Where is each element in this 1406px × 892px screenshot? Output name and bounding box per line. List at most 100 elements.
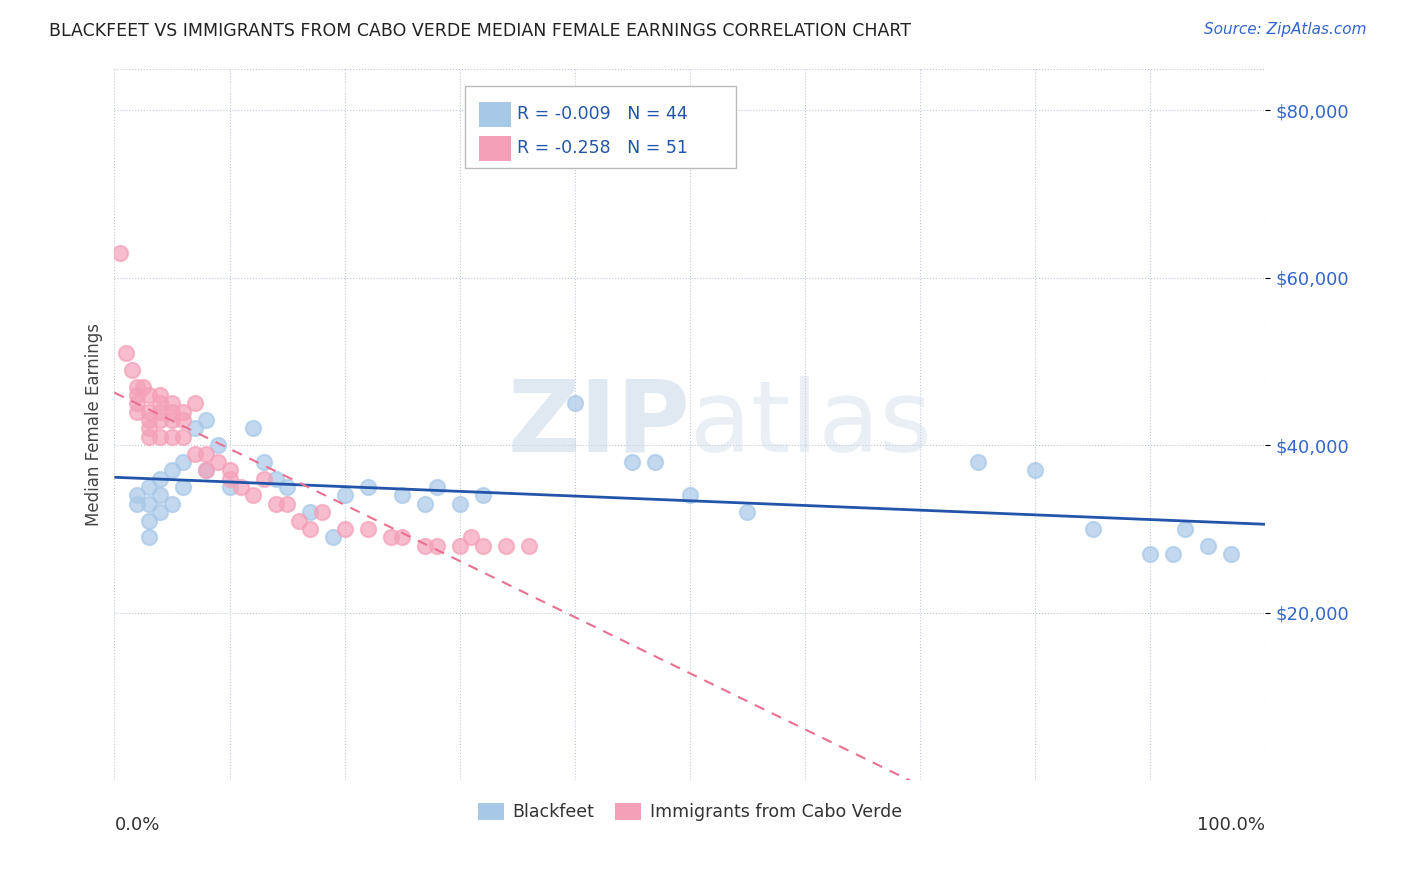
Point — [1219, 547, 1241, 561]
Point — [184, 447, 207, 461]
Point — [160, 396, 183, 410]
Point — [160, 405, 183, 419]
Point — [449, 497, 471, 511]
Point — [138, 430, 160, 444]
Point — [160, 497, 183, 511]
Point — [1139, 547, 1161, 561]
Point — [413, 497, 436, 511]
Point — [264, 497, 287, 511]
Point — [299, 505, 322, 519]
Point — [322, 530, 344, 544]
Point — [311, 505, 333, 519]
FancyBboxPatch shape — [465, 87, 735, 168]
Point — [644, 455, 666, 469]
Point — [160, 413, 183, 427]
Point — [121, 363, 143, 377]
Point — [138, 514, 160, 528]
Point — [184, 396, 207, 410]
Point — [218, 480, 240, 494]
Point — [299, 522, 322, 536]
Point — [356, 522, 378, 536]
Text: R = -0.009   N = 44: R = -0.009 N = 44 — [517, 104, 688, 123]
Point — [564, 396, 586, 410]
Point — [207, 455, 229, 469]
Point — [138, 480, 160, 494]
Point — [413, 539, 436, 553]
Point — [138, 405, 160, 419]
Text: Source: ZipAtlas.com: Source: ZipAtlas.com — [1204, 22, 1367, 37]
Point — [172, 430, 194, 444]
Point — [127, 379, 149, 393]
Point — [471, 539, 494, 553]
Point — [172, 413, 194, 427]
Point — [195, 413, 218, 427]
Point — [1081, 522, 1104, 536]
Point — [460, 530, 482, 544]
Bar — [479, 102, 512, 127]
Point — [333, 488, 356, 502]
Point — [172, 455, 194, 469]
Point — [229, 480, 252, 494]
Point — [149, 430, 172, 444]
Point — [138, 388, 160, 402]
Point — [172, 480, 194, 494]
Point — [471, 488, 494, 502]
Point — [149, 413, 172, 427]
Point — [115, 346, 138, 360]
Point — [380, 530, 402, 544]
Point — [127, 396, 149, 410]
Point — [242, 488, 264, 502]
Point — [426, 480, 449, 494]
Point — [127, 497, 149, 511]
Point — [108, 245, 131, 260]
Point — [138, 421, 160, 435]
Point — [253, 455, 276, 469]
Point — [449, 539, 471, 553]
Point — [1174, 522, 1197, 536]
Point — [138, 497, 160, 511]
Point — [1024, 463, 1046, 477]
Point — [391, 488, 413, 502]
Point — [149, 396, 172, 410]
Point — [242, 421, 264, 435]
Point — [218, 463, 240, 477]
Point — [333, 522, 356, 536]
Legend: Blackfeet, Immigrants from Cabo Verde: Blackfeet, Immigrants from Cabo Verde — [471, 796, 908, 829]
Y-axis label: Median Female Earnings: Median Female Earnings — [86, 323, 103, 525]
Point — [276, 497, 298, 511]
Point — [253, 472, 276, 486]
Point — [391, 530, 413, 544]
Point — [1161, 547, 1184, 561]
Point — [621, 455, 644, 469]
Point — [207, 438, 229, 452]
Point — [149, 505, 172, 519]
Point — [737, 505, 759, 519]
Point — [132, 379, 155, 393]
Point — [495, 539, 517, 553]
Point — [1197, 539, 1219, 553]
Point — [184, 421, 207, 435]
Text: R = -0.258   N = 51: R = -0.258 N = 51 — [517, 139, 688, 157]
Point — [426, 539, 449, 553]
Point — [172, 405, 194, 419]
Point — [149, 472, 172, 486]
Point — [149, 488, 172, 502]
Text: BLACKFEET VS IMMIGRANTS FROM CABO VERDE MEDIAN FEMALE EARNINGS CORRELATION CHART: BLACKFEET VS IMMIGRANTS FROM CABO VERDE … — [49, 22, 911, 40]
Point — [127, 405, 149, 419]
Point — [149, 388, 172, 402]
Point — [195, 463, 218, 477]
Point — [160, 430, 183, 444]
Point — [138, 413, 160, 427]
Point — [264, 472, 287, 486]
Bar — [479, 136, 512, 161]
Text: atlas: atlas — [690, 376, 932, 473]
Point — [679, 488, 702, 502]
Text: ZIP: ZIP — [508, 376, 690, 473]
Point — [127, 488, 149, 502]
Point — [276, 480, 298, 494]
Text: 0.0%: 0.0% — [114, 815, 160, 834]
Point — [356, 480, 378, 494]
Point — [218, 472, 240, 486]
Point — [966, 455, 988, 469]
Point — [160, 463, 183, 477]
